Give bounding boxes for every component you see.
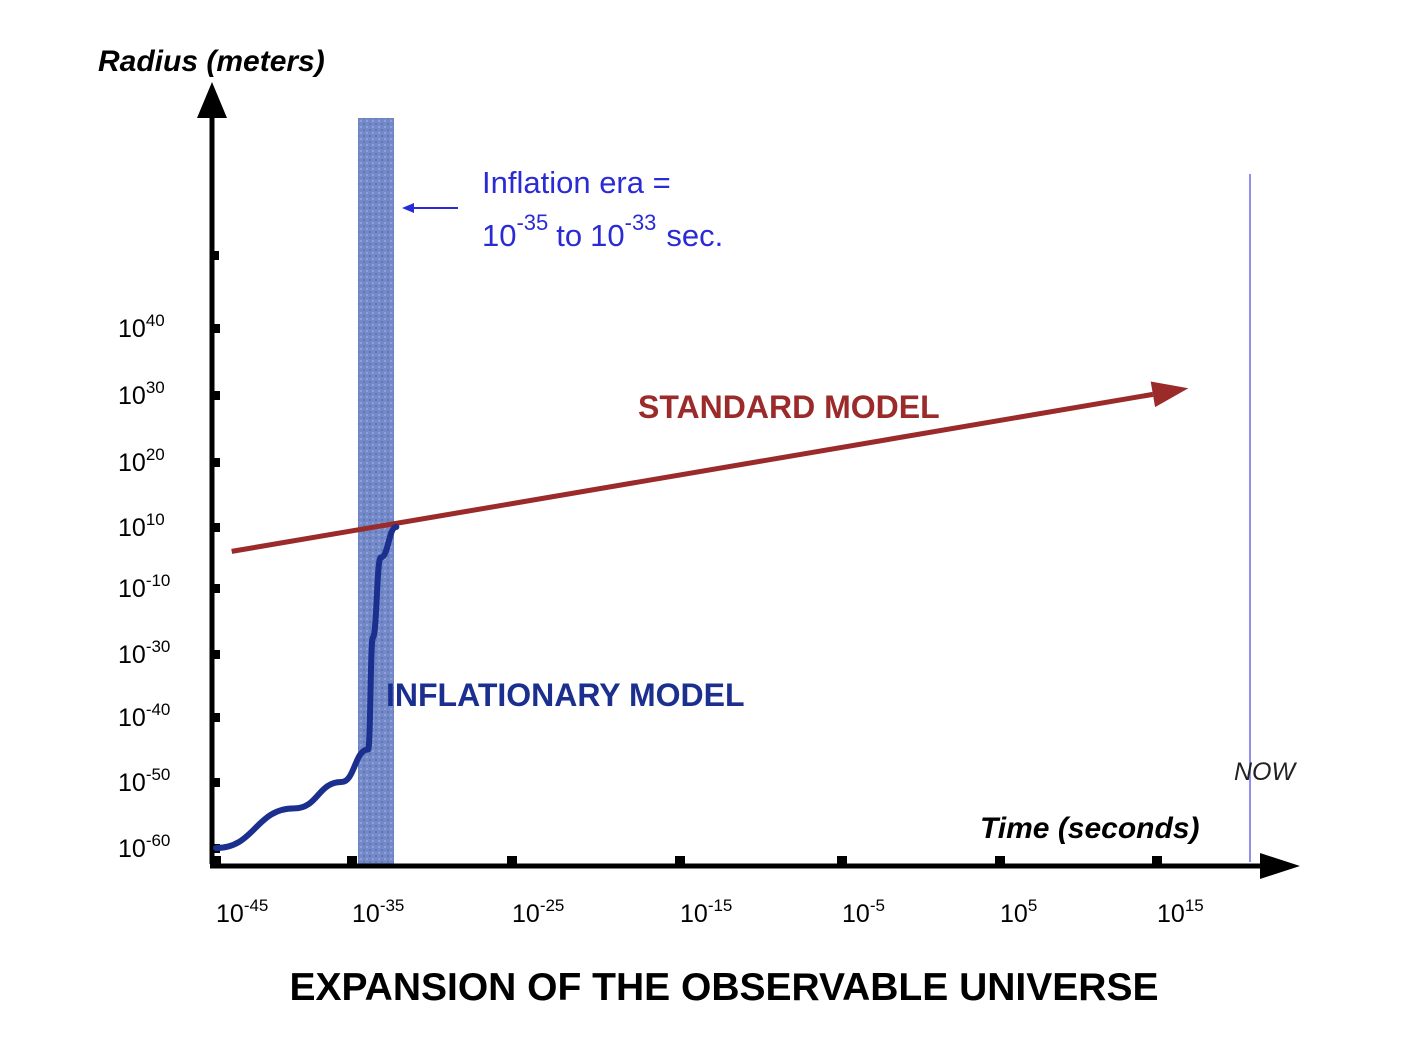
y-tick-mark [211, 584, 220, 593]
y-tick-base: 10 [118, 641, 146, 669]
inflation-note-line2: 10-35 to 10-33 sec. [482, 210, 723, 253]
now-label: NOW [1234, 758, 1298, 786]
y-tick-base: 10 [118, 835, 146, 863]
y-tick-exp: 10 [146, 510, 165, 529]
inflationary-model-curve [213, 524, 400, 851]
x-tick-mark [211, 856, 221, 866]
y-tick-mark [211, 650, 220, 659]
y-tick-label: 10-40 [118, 700, 170, 732]
x-tick-exp: 5 [1028, 896, 1037, 915]
x-tick-exp: -45 [244, 896, 269, 915]
y-tick-mark [211, 523, 220, 532]
inflation-note-mid: to [556, 218, 582, 253]
standard-model-arrowhead [1150, 381, 1189, 408]
x-ticks: 10-45 10-35 10-25 10-15 10-5 105 1015 [211, 856, 1204, 928]
x-tick-label: 10-45 [216, 896, 268, 928]
y-tick-mark [211, 324, 220, 333]
y-tick-base: 10 [118, 769, 146, 797]
y-ticks: 10-6010-5010-4010-3010-10101010201030104… [118, 251, 220, 863]
x-tick-exp: -5 [870, 896, 885, 915]
y-tick-exp: 40 [146, 311, 165, 330]
y-tick-label: 10-50 [118, 765, 170, 797]
y-tick-label: 10-30 [118, 637, 170, 669]
standard-model-label: STANDARD MODEL [638, 389, 940, 425]
x-tick-base: 10 [1000, 900, 1028, 928]
y-tick-mark [211, 251, 219, 260]
inflation-note-base2: 10 [590, 218, 624, 253]
x-tick-mark [837, 856, 847, 866]
y-tick-label: 10-60 [118, 831, 170, 863]
x-axis-title: Time (seconds) [980, 812, 1200, 845]
y-tick-exp: -10 [146, 571, 171, 590]
inflation-note-exp2: -33 [625, 210, 657, 235]
inflation-note-arrowhead [402, 203, 414, 213]
x-tick-label: 10-15 [680, 896, 732, 928]
y-tick-exp: -40 [146, 700, 171, 719]
inflationary-model-label: INFLATIONARY MODEL [386, 677, 745, 713]
y-tick-label: 1040 [118, 311, 165, 343]
inflation-note-base1: 10 [482, 218, 516, 253]
x-tick-base: 10 [842, 900, 870, 928]
x-tick-exp: -25 [540, 896, 565, 915]
x-tick-exp: 15 [1185, 896, 1204, 915]
y-tick-base: 10 [118, 514, 146, 542]
y-tick-base: 10 [118, 449, 146, 477]
x-tick-base: 10 [216, 900, 244, 928]
y-tick-base: 10 [118, 315, 146, 343]
x-tick-mark [347, 856, 357, 866]
y-tick-mark [211, 713, 220, 722]
x-tick-label: 10-25 [512, 896, 564, 928]
x-tick-mark [1152, 856, 1162, 866]
inflation-era-band [358, 118, 394, 864]
x-tick-base: 10 [512, 900, 540, 928]
y-tick-label: 1030 [118, 378, 165, 410]
y-axis [197, 82, 227, 864]
standard-model-line [231, 391, 1154, 554]
y-tick-mark [211, 778, 220, 787]
x-tick-label: 10-5 [842, 896, 885, 928]
y-tick-exp: -30 [146, 637, 171, 656]
x-tick-label: 1015 [1157, 896, 1204, 928]
inflation-note: Inflation era = 10-35 to 10-33 sec. [402, 165, 723, 253]
y-tick-exp: 30 [146, 378, 165, 397]
x-tick-mark [675, 856, 685, 866]
y-tick-label: 1010 [118, 510, 165, 542]
y-tick-mark [211, 391, 220, 400]
y-tick-label: 10-10 [118, 571, 170, 603]
inflation-note-exp1: -35 [516, 210, 548, 235]
y-axis-title: Radius (meters) [98, 45, 325, 78]
inflation-note-line1: Inflation era = [482, 165, 671, 200]
chart-title: EXPANSION OF THE OBSERVABLE UNIVERSE [290, 966, 1159, 1009]
y-tick-mark [211, 458, 220, 467]
x-tick-base: 10 [1157, 900, 1185, 928]
y-tick-exp: -50 [146, 765, 171, 784]
y-tick-exp: -60 [146, 831, 171, 850]
y-tick-base: 10 [118, 575, 146, 603]
y-tick-label: 1020 [118, 445, 165, 477]
x-tick-base: 10 [680, 900, 708, 928]
x-tick-exp: -35 [380, 896, 405, 915]
x-axis [210, 853, 1300, 879]
y-tick-base: 10 [118, 704, 146, 732]
x-tick-mark [995, 856, 1005, 866]
inflation-note-unit: sec. [666, 218, 723, 253]
x-tick-base: 10 [352, 900, 380, 928]
y-tick-exp: 20 [146, 445, 165, 464]
x-tick-mark [507, 856, 517, 866]
series-layer [213, 381, 1189, 851]
y-tick-base: 10 [118, 382, 146, 410]
x-tick-label: 105 [1000, 896, 1037, 928]
x-tick-label: 10-35 [352, 896, 404, 928]
x-tick-exp: -15 [708, 896, 733, 915]
